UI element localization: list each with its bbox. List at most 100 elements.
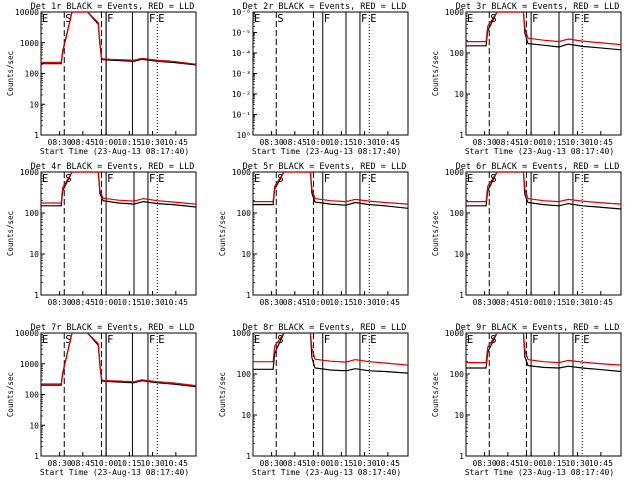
det4-event-label: F [149, 173, 155, 185]
det8-plot-frame [252, 332, 409, 457]
det1-event-label: S [65, 13, 71, 25]
det4-lld-series [41, 172, 196, 205]
det5-event-label: F [324, 173, 330, 185]
det1-event-label: F [107, 13, 113, 25]
det2-ytick-label: 10⁻¹ [232, 111, 251, 120]
det4-event-label: F [107, 173, 113, 185]
det4-ytick-label: 100 [25, 209, 40, 218]
det2-ytick-label: 10⁰ [237, 131, 251, 140]
det2-ytick-label: 10⁻³ [232, 70, 251, 79]
det6-xtick-label: 08:45 [496, 298, 520, 307]
det4-ylabel: Counts/sec [6, 211, 15, 256]
det2-event-label: E [370, 13, 376, 25]
det7-xtick-label: 08:45 [71, 459, 95, 468]
det7-ytick-label: 10000 [15, 329, 39, 338]
det2-title: Det 2r BLACK = Events, RED = LLD [243, 2, 407, 12]
det6-ylabel: Counts/sec [431, 211, 440, 256]
det6-ytick-label: 100 [450, 209, 465, 218]
det3-ytick-label: 10 [454, 90, 464, 99]
det2-ytick-label: 10⁻⁵ [232, 29, 251, 38]
det2-xtick-label: 08:45 [283, 138, 307, 147]
det8-event-label: F [324, 334, 330, 346]
det1-xtick-label: 10:15 [117, 138, 141, 147]
det1-events-series [41, 12, 196, 66]
det3-event-label: F [532, 13, 538, 25]
det1-event-label: E [42, 13, 48, 25]
det9-plot-frame [465, 332, 622, 457]
det4-event-label: E [158, 173, 164, 185]
det8-ylabel: Counts/sec [218, 372, 227, 417]
det8-xtick-label: 10:00 [306, 459, 330, 468]
det7-ytick-label: 100 [25, 391, 40, 400]
det4-ytick-label: 1000 [20, 168, 39, 177]
det8-ytick-label: 1000 [232, 329, 251, 338]
det5-xtick-label: 08:45 [283, 298, 307, 307]
det5-xtick-label: 10:45 [376, 298, 400, 307]
det2-xtick-label: 10:30 [353, 138, 377, 147]
det7-xtick-label: 10:45 [164, 459, 188, 468]
det5-xtick-label: 10:15 [329, 298, 353, 307]
det6-event-label: E [467, 173, 473, 185]
det7-xtick-label: 08:30 [48, 459, 72, 468]
det9-xtick-label: 10:45 [589, 459, 613, 468]
det1-xlabel: Start Time (23-Aug-13 08:17:40) [40, 147, 189, 156]
det8-ytick-label: 10 [241, 411, 251, 420]
det1-event-label: E [158, 13, 164, 25]
det3-xtick-label: 10:30 [566, 138, 590, 147]
det2-event-label: S [277, 13, 283, 25]
det2-xtick-label: 10:45 [376, 138, 400, 147]
det8-xtick-label: 10:30 [353, 459, 377, 468]
det6-ytick-label: 10 [454, 250, 464, 259]
det1-ytick-label: 1000 [20, 39, 39, 48]
det7-event-label: F [149, 334, 155, 346]
det6-ytick-label: 1000 [445, 168, 464, 177]
det8-events-series [253, 333, 408, 374]
det9-event-label: F [574, 334, 580, 346]
det4-plot-frame [40, 171, 197, 296]
det4-xtick-label: 08:30 [48, 298, 72, 307]
det9-xtick-label: 10:00 [519, 459, 543, 468]
det6-xtick-label: 10:30 [566, 298, 590, 307]
det8-title: Det 8r BLACK = Events, RED = LLD [243, 323, 407, 333]
det5-title: Det 5r BLACK = Events, RED = LLD [243, 162, 407, 172]
det7-event-label: F [107, 334, 113, 346]
det9-xlabel: Start Time (23-Aug-13 08:17:40) [465, 468, 614, 477]
det1-event-label: F [149, 13, 155, 25]
det3-ytick-label: 1000 [445, 8, 464, 17]
det3-ytick-label: 100 [450, 49, 465, 58]
det9-lld-series [466, 333, 621, 366]
det3-plot-frame [465, 11, 622, 136]
det5-xtick-label: 10:30 [353, 298, 377, 307]
det7-xlabel: Start Time (23-Aug-13 08:17:40) [40, 468, 189, 477]
det1-xtick-label: 10:00 [94, 138, 118, 147]
det5-xtick-label: 08:30 [260, 298, 284, 307]
det2-xtick-label: 10:00 [306, 138, 330, 147]
det5-event-label: E [254, 173, 260, 185]
det4-xtick-label: 10:15 [117, 298, 141, 307]
det9-ytick-label: 10 [454, 411, 464, 420]
det4-ytick-label: 1 [34, 291, 39, 300]
det9-event-label: E [583, 334, 589, 346]
det5-event-label: F [361, 173, 367, 185]
det8-xtick-label: 10:45 [376, 459, 400, 468]
det1-title: Det 1r BLACK = Events, RED = LLD [31, 2, 195, 12]
det5-ytick-label: 1000 [232, 168, 251, 177]
det2-ytick-label: 10⁻² [232, 90, 251, 99]
det7-ytick-label: 10 [29, 421, 39, 430]
det6-event-label: F [532, 173, 538, 185]
det8-event-label: F [361, 334, 367, 346]
det8-event-label: E [370, 334, 376, 346]
det4-ytick-label: 10 [29, 250, 39, 259]
det3-lld-series [466, 12, 621, 46]
det3-ytick-label: 1 [459, 131, 464, 140]
det8-ytick-label: 100 [237, 370, 252, 379]
det6-event-label: E [583, 173, 589, 185]
det3-event-label: E [583, 13, 589, 25]
det5-lld-series [253, 172, 408, 205]
det1-xtick-label: 08:45 [71, 138, 95, 147]
det3-title: Det 3r BLACK = Events, RED = LLD [456, 2, 620, 12]
det2-ytick-label: 10⁻⁴ [232, 49, 251, 58]
det4-title: Det 4r BLACK = Events, RED = LLD [31, 162, 195, 172]
det9-xtick-label: 08:30 [473, 459, 497, 468]
